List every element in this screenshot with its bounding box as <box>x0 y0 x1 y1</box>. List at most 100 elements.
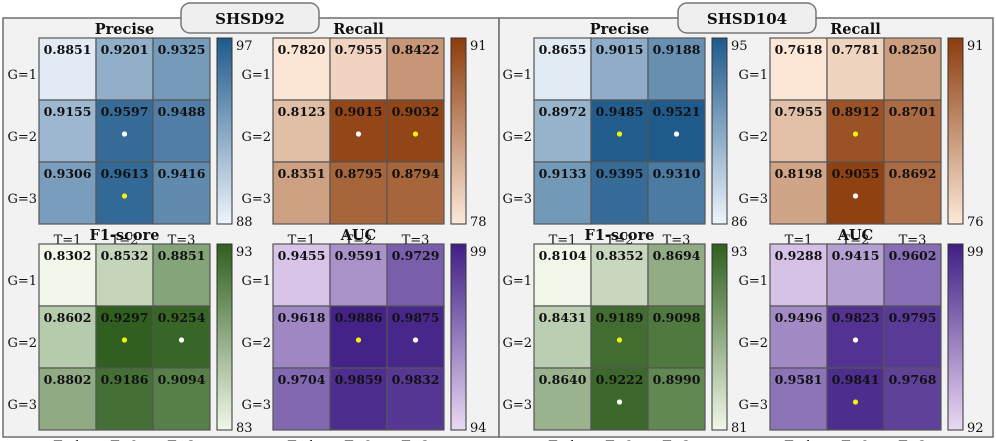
cell-value-label: 0.9581 <box>775 372 823 387</box>
colorbar-min-label: 83 <box>236 421 253 436</box>
cell-value-label: 0.8302 <box>44 248 92 263</box>
colorbar-min-label: 76 <box>967 215 984 230</box>
column-label: T=2 <box>111 439 139 441</box>
cell-value-label: 0.8123 <box>278 104 326 119</box>
best-marker-dot <box>412 337 419 343</box>
column-label: T=1 <box>54 439 82 441</box>
cell-value-label: 0.9254 <box>158 310 206 325</box>
cell-value-label: 0.9597 <box>101 104 149 119</box>
cell-value-label: 0.9832 <box>392 372 440 387</box>
heatmap-cell <box>329 243 388 307</box>
best-marker-dot <box>852 399 859 405</box>
colorbar <box>711 243 728 431</box>
row-label: G=1 <box>7 68 37 83</box>
cell-value-label: 0.9823 <box>832 310 880 325</box>
group-title-right: SHSD104 <box>677 2 817 34</box>
heatmap-cell <box>533 161 592 225</box>
cell-value-label: 0.9201 <box>101 42 149 57</box>
heatmap-cell <box>38 367 97 431</box>
heatmap-cell <box>329 99 388 163</box>
best-marker-dot <box>616 337 623 343</box>
heatmap-cell <box>590 367 649 431</box>
best-marker-dot <box>121 337 128 343</box>
cell-value-label: 0.8851 <box>44 42 92 57</box>
heatmap-cell <box>386 99 445 163</box>
cell-value-label: 0.9055 <box>832 166 880 181</box>
heatmap-cell <box>883 243 942 307</box>
best-marker-dot <box>673 131 680 137</box>
row-label: G=2 <box>502 130 532 145</box>
heatmap-cell <box>590 99 649 163</box>
row-label: G=1 <box>241 274 271 289</box>
cell-value-label: 0.8694 <box>653 248 701 263</box>
heatmap-cell <box>386 305 445 369</box>
row-label: G=1 <box>241 68 271 83</box>
cell-value-label: 0.9155 <box>44 104 92 119</box>
heatmap-cell <box>826 305 885 369</box>
heatmap-cell <box>826 99 885 163</box>
cell-value-label: 0.9015 <box>596 42 644 57</box>
cell-value-label: 0.9768 <box>889 372 937 387</box>
heatmap-cell <box>769 37 828 101</box>
cell-value-label: 0.8422 <box>392 42 440 57</box>
cell-value-label: 0.9188 <box>653 42 701 57</box>
cell-value-label: 0.9189 <box>596 310 644 325</box>
heatmap-cell <box>329 161 388 225</box>
heatmap-cell <box>826 367 885 431</box>
colorbar-max-label: 95 <box>731 39 748 54</box>
heatmap-title: Precise <box>590 21 650 38</box>
cell-value-label: 0.9222 <box>596 372 644 387</box>
column-label: T=3 <box>168 439 196 441</box>
row-label: G=3 <box>241 192 271 207</box>
heatmap-panel: F1-score 0.8104 0.8352 0.8694 0.8431 0.9189 0.… <box>502 227 747 441</box>
heatmap-cell <box>152 37 211 101</box>
cell-value-label: 0.9485 <box>596 104 644 119</box>
cell-value-label: 0.9795 <box>889 310 937 325</box>
heatmap-cell <box>95 367 154 431</box>
heatmap-cell <box>38 305 97 369</box>
cell-value-label: 0.8851 <box>158 248 206 263</box>
heatmap-cell <box>152 243 211 307</box>
best-marker-dot <box>852 337 859 343</box>
heatmap-cell <box>533 243 592 307</box>
cell-value-label: 0.8802 <box>44 372 92 387</box>
cell-value-label: 0.9325 <box>158 42 206 57</box>
best-marker-dot <box>852 131 859 137</box>
colorbar <box>216 243 233 431</box>
best-marker-dot <box>616 399 623 405</box>
heatmap-cell <box>590 243 649 307</box>
group-title-label: SHSD104 <box>707 10 787 28</box>
heatmap-cell <box>883 161 942 225</box>
cell-value-label: 0.8351 <box>278 166 326 181</box>
heatmap-cell <box>533 367 592 431</box>
cell-value-label: 0.8990 <box>653 372 701 387</box>
heatmap-panel: Recall 0.7820 0.7955 0.8422 0.8123 0.9015 0.90… <box>241 21 486 248</box>
colorbar-max-label: 93 <box>236 245 253 260</box>
cell-value-label: 0.9133 <box>539 166 587 181</box>
column-label: T=1 <box>549 439 577 441</box>
cell-value-label: 0.9521 <box>653 104 701 119</box>
colorbar-min-label: 78 <box>470 215 487 230</box>
heatmap-title: Recall <box>333 21 384 38</box>
heatmap-cell <box>272 99 331 163</box>
colorbar <box>947 37 964 225</box>
heatmap-cell <box>647 37 706 101</box>
heatmap-cell <box>769 305 828 369</box>
cell-value-label: 0.9186 <box>101 372 149 387</box>
best-marker-dot <box>355 337 362 343</box>
heatmap-cell <box>386 161 445 225</box>
cell-value-label: 0.9415 <box>832 248 880 263</box>
heatmap-cell <box>769 99 828 163</box>
group-title-tab <box>677 2 817 34</box>
cell-value-label: 0.8794 <box>392 166 440 181</box>
heatmap-cell <box>38 161 97 225</box>
best-marker-dot <box>121 193 128 199</box>
heatmap-cell <box>883 367 942 431</box>
colorbar <box>450 243 467 431</box>
cell-value-label: 0.9032 <box>392 104 440 119</box>
heatmap-panel: AUC 0.9288 0.9415 0.9602 0.9496 0.9823 0.9795 0… <box>738 227 983 441</box>
row-label: G=2 <box>241 130 271 145</box>
column-label: T=3 <box>899 439 927 441</box>
heatmap-panel: AUC 0.9455 0.9591 0.9729 0.9618 0.9886 0.9875 0… <box>241 227 486 441</box>
cell-value-label: 0.9297 <box>101 310 149 325</box>
